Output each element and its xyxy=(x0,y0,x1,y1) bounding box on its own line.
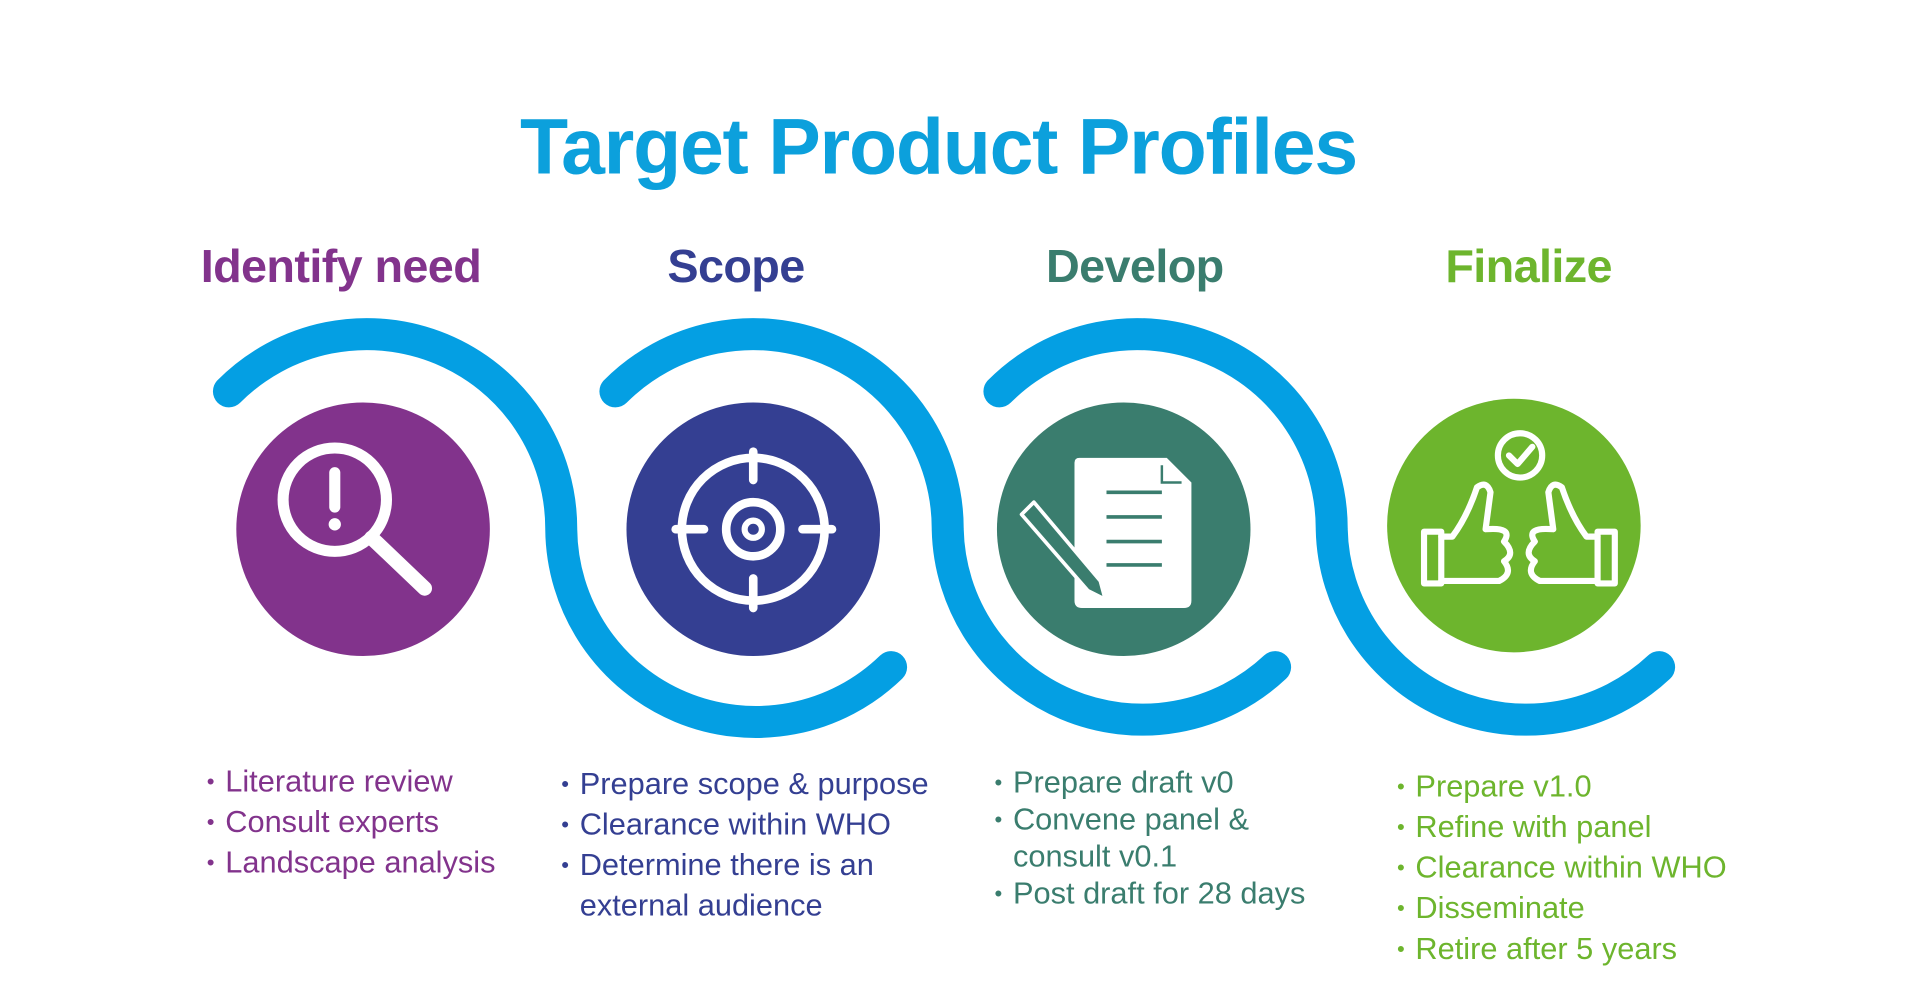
item-text: Clearance within WHO xyxy=(579,807,891,842)
list-item: • Determine there is an external audience xyxy=(561,848,874,924)
list-item: • Landscape analysis xyxy=(206,845,496,881)
finalize-list: • Prepare v1.0 • Refine with panel • Cleara… xyxy=(1397,767,1727,970)
identify-circle xyxy=(236,402,490,657)
item-text: Prepare v1.0 xyxy=(1415,769,1592,804)
item-text-continued: external audience xyxy=(579,888,823,924)
magnifier-exclamation-icon xyxy=(277,442,433,596)
item-text: Landscape analysis xyxy=(225,845,496,881)
target-crosshair-icon xyxy=(671,447,837,613)
item-text-continued: consult v0.1 xyxy=(1012,839,1178,874)
list-item: • Consult experts xyxy=(206,804,440,840)
item-text: Clearance within WHO xyxy=(1415,850,1727,885)
thumbs-up-check-icon xyxy=(1420,430,1618,587)
list-item: • Refine with panel xyxy=(1396,809,1652,845)
item-text: Convene panel & xyxy=(1012,802,1250,837)
list-item: • Prepare scope & purpose xyxy=(561,766,929,802)
heading-develop: Develop xyxy=(1045,241,1224,293)
list-item: • Retire after 5 years xyxy=(1396,931,1678,967)
heading-identify-need: Identify need xyxy=(200,241,482,293)
scope-circle xyxy=(626,402,881,657)
list-item: • Prepare draft v0 xyxy=(994,765,1234,801)
item-text: Post draft for 28 days xyxy=(1012,876,1306,911)
heading-finalize: Finalize xyxy=(1445,241,1612,293)
wave-segment-1 xyxy=(212,318,908,738)
item-text: Literature review xyxy=(225,764,453,799)
page-title: Target Product Profiles xyxy=(520,102,1358,191)
wave-segment-2 xyxy=(599,318,1292,736)
list-item: • Literature review xyxy=(206,764,453,799)
finalize-circle xyxy=(1387,398,1641,653)
item-text: Disseminate xyxy=(1415,891,1585,926)
heading-scope: Scope xyxy=(667,241,805,293)
item-text: Determine there is an xyxy=(579,848,874,883)
list-item: • Post draft for 28 days xyxy=(994,876,1306,911)
list-item: • Clearance within WHO xyxy=(1396,850,1727,885)
scope-list: • Prepare scope & purpose • Clearance with… xyxy=(561,764,928,926)
list-item: • Disseminate xyxy=(1396,891,1585,926)
identify-list: • Literature review • Consult experts • Lan… xyxy=(207,762,496,884)
item-text: Refine with panel xyxy=(1415,809,1652,845)
list-item: • Convene panel & consult v0.1 xyxy=(994,802,1250,874)
list-item: • Prepare v1.0 xyxy=(1396,769,1592,804)
document-pencil-icon xyxy=(1019,457,1192,609)
item-text: Retire after 5 years xyxy=(1415,931,1678,967)
item-text: Prepare scope & purpose xyxy=(579,766,929,802)
item-text: Consult experts xyxy=(225,804,440,840)
item-text: Prepare draft v0 xyxy=(1012,765,1234,801)
wave-segment-3 xyxy=(983,318,1676,736)
develop-list: • Prepare draft v0 • Convene panel & consul… xyxy=(994,764,1305,912)
list-item: • Clearance within WHO xyxy=(561,807,891,842)
